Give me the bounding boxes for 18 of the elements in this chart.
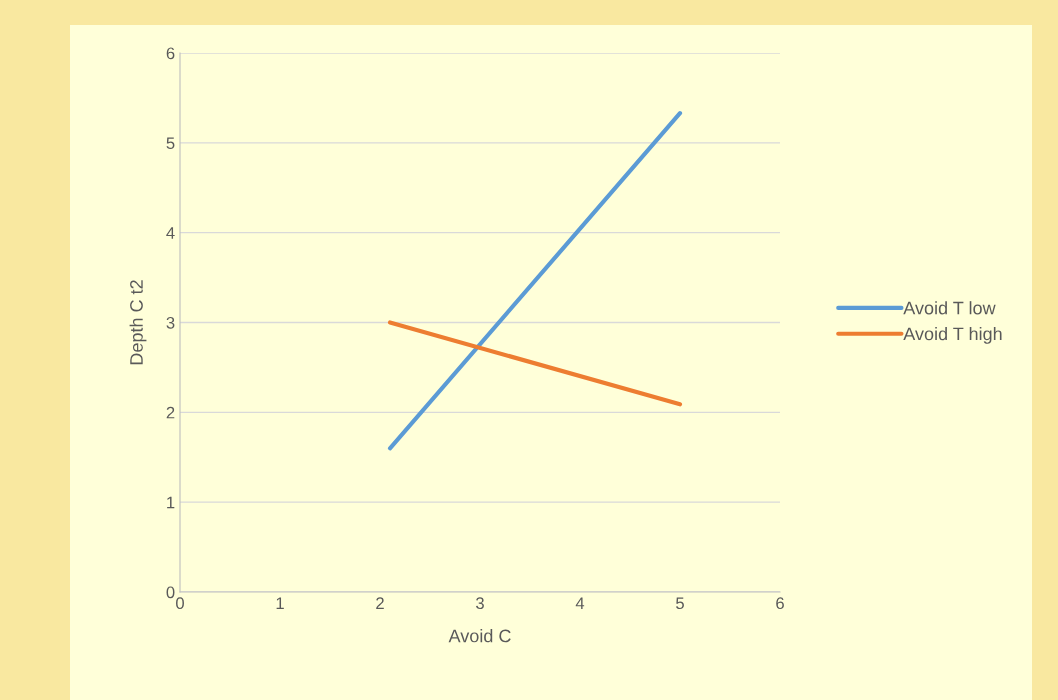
x-tick-label: 6	[776, 597, 784, 610]
y-axis-title: Depth C t2	[129, 280, 147, 365]
x-tick-label: 3	[476, 597, 484, 610]
y-tick-label: 5	[166, 137, 175, 150]
y-tick-label: 2	[166, 406, 175, 419]
y-tick-label: 1	[167, 496, 175, 509]
x-tick-label: 4	[575, 597, 585, 609]
y-tick-label: 6	[166, 47, 175, 60]
y-tick-label: 4	[166, 227, 175, 239]
legend-label: Avoid T high	[903, 327, 1002, 344]
x-tick-label: 0	[176, 597, 184, 610]
x-tick-label: 5	[676, 597, 684, 610]
x-axis-title: Avoid C	[448, 629, 511, 643]
legend-label: Avoid T low	[903, 301, 996, 315]
x-tick-label: 1	[276, 597, 284, 609]
x-tick-label: 2	[376, 597, 384, 609]
y-tick-label: 0	[166, 586, 175, 599]
y-tick-label: 3	[166, 316, 175, 329]
